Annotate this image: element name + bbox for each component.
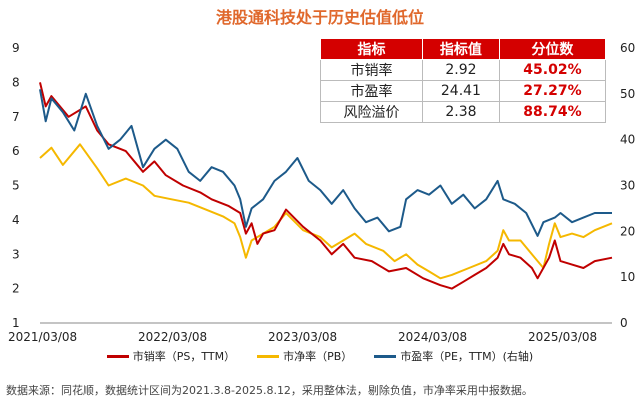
left-tick-label: 3: [12, 247, 20, 261]
stats-row-pe-value: 24.41: [421, 80, 500, 102]
right-tick-label: 30: [620, 179, 635, 193]
stats-row-erp: 风险溢价 2.38 88.74%: [320, 101, 607, 123]
series-line-pb: [39, 143, 613, 280]
series-line-ps: [39, 82, 613, 290]
right-tick-label: 0: [620, 316, 628, 330]
legend-label-pb: 市净率（PB）: [283, 350, 353, 363]
chart-legend: 市销率（PS，TTM） 市净率（PB） 市盈率（PE，TTM）(右轴): [0, 348, 640, 364]
right-tick-label: 20: [620, 224, 635, 238]
left-tick-label: 1: [12, 316, 20, 330]
legend-item-ps: 市销率（PS，TTM）: [106, 348, 236, 364]
right-tick-label: 60: [620, 41, 635, 55]
stats-header-metric: 指标: [320, 38, 423, 60]
left-tick-label: 6: [12, 144, 20, 158]
stats-row-erp-percentile: 88.74%: [498, 101, 607, 123]
x-tick-label: 2023/03/08: [268, 330, 337, 344]
right-tick-label: 50: [620, 87, 635, 101]
left-tick-label: 2: [12, 282, 20, 296]
x-tick-label: 2022/03/08: [138, 330, 207, 344]
stats-table: 指标 指标值 分位数 市销率 2.92 45.02% 市盈率 24.41 27.…: [320, 38, 607, 123]
x-tick-label: 2024/03/08: [398, 330, 467, 344]
legend-item-pe: 市盈率（PE，TTM）(右轴): [374, 348, 533, 364]
stats-row-erp-value: 2.38: [421, 101, 500, 123]
stats-row-ps-label: 市销率: [320, 59, 423, 81]
stats-row-ps-percentile: 45.02%: [498, 59, 607, 81]
stats-header-row: 指标 指标值 分位数: [320, 38, 607, 60]
left-tick-label: 5: [12, 179, 20, 193]
line-chart: 1 2 3 4 5 6 7 8 9 0 10 20 30 40 50 60 2021/03/08 2022/03/…: [8, 41, 635, 344]
legend-swatch-pe: [374, 354, 397, 358]
stats-row-erp-label: 风险溢价: [320, 101, 423, 123]
right-tick-label: 40: [620, 133, 635, 147]
stats-header-value: 指标值: [421, 38, 500, 60]
legend-label-ps: 市销率（PS，TTM）: [132, 350, 236, 363]
legend-item-pb: 市净率（PB）: [257, 348, 352, 364]
legend-swatch-ps: [106, 354, 129, 358]
stats-row-pe: 市盈率 24.41 27.27%: [320, 80, 607, 102]
source-note: 数据来源：同花顺，数据统计区间为2021.3.8-2025.8.12，采用整体法…: [6, 384, 533, 397]
right-tick-label: 10: [620, 270, 635, 284]
x-tick-label: 2021/03/08: [8, 330, 77, 344]
stats-row-pe-percentile: 27.27%: [498, 80, 607, 102]
legend-label-pe: 市盈率（PE，TTM）(右轴): [400, 350, 534, 363]
stats-row-pe-label: 市盈率: [320, 80, 423, 102]
left-tick-label: 8: [12, 75, 20, 89]
stats-row-ps: 市销率 2.92 45.02%: [320, 59, 607, 81]
stats-header-percentile: 分位数: [498, 38, 607, 60]
left-tick-label: 7: [12, 110, 20, 124]
stats-row-ps-value: 2.92: [421, 59, 500, 81]
chart-title: 港股通科技处于历史估值低位: [215, 8, 424, 27]
left-tick-label: 9: [12, 41, 20, 55]
legend-swatch-pb: [257, 354, 280, 358]
left-tick-label: 4: [12, 213, 20, 227]
x-tick-label: 2025/03/08: [528, 330, 597, 344]
series-line-pe: [39, 89, 612, 237]
